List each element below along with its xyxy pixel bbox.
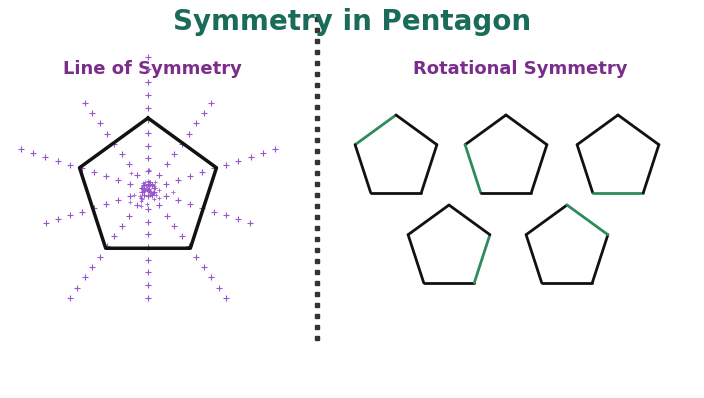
Text: Symmetry in Pentagon: Symmetry in Pentagon	[173, 8, 531, 36]
Text: Rotational Symmetry: Rotational Symmetry	[413, 60, 627, 78]
Text: Line of Symmetry: Line of Symmetry	[63, 60, 241, 78]
